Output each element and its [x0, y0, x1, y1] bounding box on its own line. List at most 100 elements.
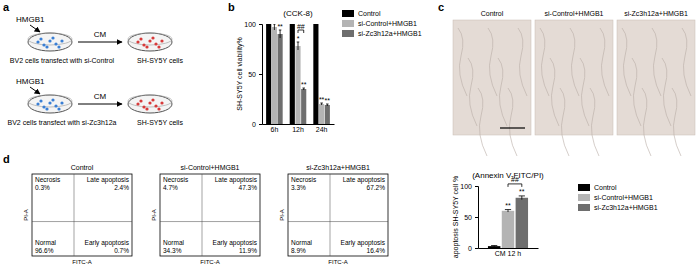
legend-swatch: [342, 30, 354, 37]
quadrant-value: 16.4%: [367, 247, 386, 254]
quadrant-name: Early apoptosis: [341, 239, 386, 247]
bracket: [298, 30, 304, 33]
micrographs: Controlsi-Control+HMGB1si-Zc3h12a+HMGB1: [453, 10, 695, 156]
texture: [550, 58, 559, 126]
quadrant-name: Normal: [163, 239, 185, 246]
error-bar: [519, 196, 525, 200]
gate-line: [202, 174, 203, 256]
panel-label: a: [3, 1, 10, 13]
cell: [48, 101, 51, 104]
tick-label: 50: [464, 214, 472, 221]
medium: CM: [94, 30, 107, 39]
error-bar: [297, 42, 300, 50]
flow-cytometry: ControlNecrosis0.3%Late apoptosis2.4%Nor…: [23, 164, 388, 265]
axis-title: PI-A: [279, 209, 285, 221]
annotation: **: [277, 23, 283, 30]
micrograph: [453, 20, 531, 135]
tick: 50: [464, 214, 478, 221]
tick-label: 50: [248, 71, 256, 78]
cell: [139, 37, 142, 40]
texture: [622, 28, 631, 96]
cell: [145, 107, 148, 110]
tick: 0: [252, 121, 262, 128]
quadrant-name: Necrosis: [163, 176, 189, 183]
texture: [508, 88, 517, 156]
cell: [45, 45, 48, 48]
quadrant-name: Late apoptosis: [343, 176, 386, 184]
gate-line: [32, 221, 132, 222]
error-bar: [326, 104, 329, 106]
legend-swatch: [578, 204, 590, 211]
plot-title: si-Control+HMGB1: [181, 164, 240, 171]
stimulus: HMGB1: [16, 77, 45, 86]
error-bar: [320, 103, 323, 105]
target: SH-SY5Y cells: [137, 57, 183, 64]
texture: [600, 28, 609, 96]
bar: [325, 105, 330, 124]
quadrant-value: 96.6%: [35, 247, 54, 254]
plot-title: si-Zc3h12a+HMGB1: [306, 164, 370, 171]
quadrant-value: 47.3%: [239, 184, 258, 191]
tick-mark: [259, 124, 262, 125]
texture: [560, 88, 569, 156]
error-bar: [267, 24, 270, 26]
annotation: **: [301, 81, 307, 88]
cell: [45, 107, 48, 110]
tick: 50: [248, 71, 262, 78]
image-label: si-Control+HMGB1: [545, 10, 604, 17]
texture: [458, 28, 467, 96]
cell: [154, 42, 157, 45]
tick-label: 0: [252, 121, 256, 128]
quadrant-name: Early apoptosis: [85, 239, 130, 247]
quadrant-value: 34.3%: [163, 247, 182, 254]
axis-title: SH-SY5Y cell viability%: [236, 37, 244, 110]
plot-frame: [32, 174, 132, 256]
tick-mark: [259, 74, 262, 75]
cell: [57, 45, 60, 48]
bar: [278, 34, 283, 124]
cell: [157, 107, 160, 110]
dish: [28, 33, 72, 51]
dish-rim: [28, 95, 72, 107]
gate-line: [288, 221, 388, 222]
cell: [160, 101, 163, 104]
micrograph: [617, 20, 695, 135]
quadrant-value: 11.9%: [239, 247, 257, 254]
legend: Controlsi-Control+HMGB1si-Zc3h12a+HMGB1: [342, 10, 422, 37]
cell: [157, 45, 160, 48]
panel-label: d: [3, 153, 10, 165]
cell: [148, 39, 151, 42]
bar-chart: 0501006h12h24h(CCK-8)SH-SY5Y cell viabil…: [236, 9, 422, 133]
texture: [478, 88, 487, 156]
x-axis: CM 12 h: [479, 248, 539, 257]
annotation: ##: [511, 176, 519, 183]
tick: 12h: [292, 124, 304, 133]
annotation: ##: [297, 23, 305, 30]
legend-swatch: [578, 184, 590, 191]
bar: [266, 24, 271, 124]
error-bar: [273, 24, 276, 30]
cell: [60, 39, 63, 42]
bar: [290, 24, 295, 124]
tick: 24h: [316, 124, 328, 133]
quadrant-name: Necrosis: [291, 176, 317, 183]
y-axis: 0 50 100: [244, 21, 262, 128]
axis-line: [479, 248, 539, 249]
bar: [319, 104, 324, 124]
legend-swatch: [342, 10, 354, 17]
tick-label: 100: [244, 21, 256, 28]
error-bar: [315, 24, 318, 25]
texture: [672, 88, 681, 156]
cell: [145, 45, 148, 48]
cell: [36, 40, 39, 43]
cell: [139, 99, 142, 102]
tick-label: 0: [468, 245, 472, 252]
texture: [540, 28, 549, 96]
quadrant-value: 0.3%: [35, 184, 50, 191]
plot-area: [266, 24, 330, 124]
cell: [136, 102, 139, 105]
texture: [580, 58, 589, 126]
quadrant-value: 67.2%: [367, 184, 386, 191]
texture: [652, 28, 661, 96]
legend-entry: Control: [358, 10, 381, 17]
